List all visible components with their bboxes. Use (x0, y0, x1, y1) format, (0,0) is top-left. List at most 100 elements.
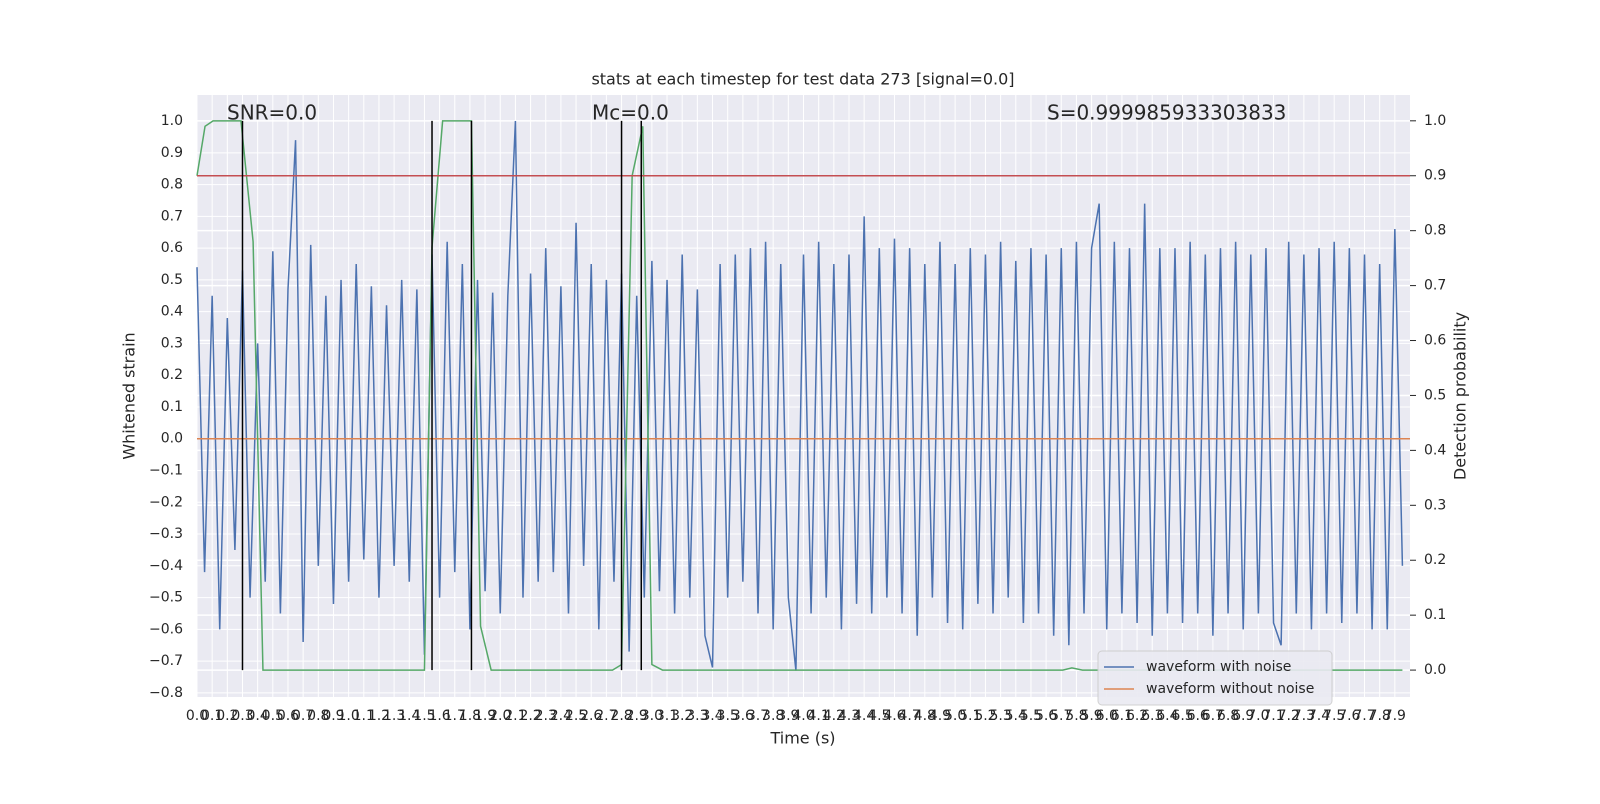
y-tick-label: 1.0 (161, 113, 183, 129)
x-tick-label: 6.6 (1187, 708, 1209, 724)
x-tick-label: 0.3 (231, 708, 253, 724)
x-tick-label: 4.7 (899, 708, 921, 724)
y2-axis-label: Detection probability (1451, 312, 1470, 480)
y-tick-label: −0.6 (149, 621, 183, 637)
y2-tick-label: 1.0 (1424, 113, 1446, 129)
y2-tick-label: 0.3 (1424, 497, 1446, 513)
x-tick-label: 1.5 (413, 708, 435, 724)
y-tick-label: 0.8 (161, 177, 183, 193)
x-tick-label: 4.4 (853, 708, 875, 724)
x-tick-label: 2.4 (550, 708, 572, 724)
x-tick-label: 3.9 (777, 708, 799, 724)
x-tick-label: 3.4 (701, 708, 723, 724)
y2-tick-label: 0.9 (1424, 168, 1446, 184)
x-tick-label: 7.6 (1338, 708, 1360, 724)
x-tick-label: 1.2 (368, 708, 390, 724)
x-tick-label: 4.8 (914, 708, 936, 724)
x-tick-label: 2.9 (626, 708, 648, 724)
x-tick-label: 5.7 (1050, 708, 1072, 724)
x-tick-label: 0.4 (247, 708, 269, 724)
x-tick-label: 3.5 (717, 708, 739, 724)
x-tick-label: 6.7 (1202, 708, 1224, 724)
y-tick-label: 0.6 (161, 240, 183, 256)
x-tick-label: 5.4 (1005, 708, 1027, 724)
x-tick-label: 0.7 (292, 708, 314, 724)
x-tick-label: 2.0 (489, 708, 511, 724)
x-tick-label: 1.4 (398, 708, 420, 724)
x-tick-label: 1.3 (383, 708, 405, 724)
x-tick-label: 2.8 (610, 708, 632, 724)
y-tick-label: 0.1 (161, 399, 183, 415)
x-tick-label: 0.1 (201, 708, 223, 724)
x-tick-label: 5.5 (1020, 708, 1042, 724)
y-tick-label: 0.5 (161, 272, 183, 288)
legend-label: waveform without noise (1146, 681, 1314, 697)
y-tick-label: 0.7 (161, 208, 183, 224)
x-tick-label: 5.8 (1065, 708, 1087, 724)
y2-tick-label: 0.2 (1424, 552, 1446, 568)
x-tick-label: 2.2 (519, 708, 541, 724)
x-tick-label: 5.0 (944, 708, 966, 724)
x-tick-label: 4.6 (883, 708, 905, 724)
x-tick-label: 6.9 (1232, 708, 1254, 724)
x-tick-label: 7.2 (1278, 708, 1300, 724)
y2-tick-label: 0.7 (1424, 278, 1446, 294)
x-tick-label: 3.0 (641, 708, 663, 724)
y-axis-label: Whitened strain (120, 332, 139, 459)
annotation: SNR=0.0 (227, 101, 317, 125)
x-tick-label: 3.8 (762, 708, 784, 724)
x-tick-label: 2.5 (565, 708, 587, 724)
x-tick-label: 7.3 (1293, 708, 1315, 724)
legend-box (1097, 650, 1333, 706)
x-tick-label: 1.8 (459, 708, 481, 724)
x-tick-label: 7.1 (1262, 708, 1284, 724)
y-tick-label: 0.2 (161, 367, 183, 383)
x-tick-label: 7.9 (1384, 708, 1406, 724)
x-tick-label: 0.9 (322, 708, 344, 724)
series-line (196, 121, 1404, 671)
x-axis-label: Time (s) (769, 729, 835, 748)
y-tick-label: −0.2 (149, 494, 183, 510)
x-tick-label: 0.5 (262, 708, 284, 724)
x-tick-label: 4.0 (792, 708, 814, 724)
x-tick-label: 6.2 (1126, 708, 1148, 724)
x-tick-label: 1.6 (428, 708, 450, 724)
x-tick-label: 7.4 (1308, 708, 1330, 724)
x-tick-label: 6.4 (1156, 708, 1178, 724)
x-tick-label: 3.3 (686, 708, 708, 724)
y2-tick-label: 0.0 (1424, 662, 1446, 678)
marks (196, 120, 1410, 671)
x-tick-label: 0.2 (216, 708, 238, 724)
x-tick-label: 1.1 (353, 708, 375, 724)
x-tick-label: 6.5 (1171, 708, 1193, 724)
x-tick-label: 0.0 (186, 708, 208, 724)
x-tick-label: 0.6 (277, 708, 299, 724)
x-tick-label: 6.0 (1096, 708, 1118, 724)
y-tick-label: 0.3 (161, 335, 183, 351)
x-tick-label: 3.6 (732, 708, 754, 724)
y-tick-label: −0.5 (149, 590, 183, 606)
annotation: S=0.999985933303833 (1047, 101, 1286, 125)
x-tick-label: 1.7 (444, 708, 466, 724)
x-tick-label: 7.8 (1369, 708, 1391, 724)
y-tick-label: 0.0 (161, 431, 183, 447)
x-tick-label: 5.2 (974, 708, 996, 724)
x-tick-label: 2.6 (580, 708, 602, 724)
x-tick-label: 5.1 (959, 708, 981, 724)
x-tick-label: 3.1 (656, 708, 678, 724)
y-tick-label: −0.7 (149, 653, 183, 669)
x-tick-label: 7.5 (1323, 708, 1345, 724)
series-line (196, 120, 1403, 671)
y-tick-label: −0.8 (149, 685, 183, 701)
x-tick-label: 4.2 (823, 708, 845, 724)
x-tick-label: 4.9 (929, 708, 951, 724)
y-tick-label: −0.1 (149, 462, 183, 478)
y2-tick-label: 0.4 (1424, 442, 1446, 458)
x-tick-label: 3.2 (671, 708, 693, 724)
chart-title: stats at each timestep for test data 273… (591, 70, 1014, 89)
x-tick-label: 2.1 (504, 708, 526, 724)
y2-tick-label: 0.1 (1424, 607, 1446, 623)
y2-tick-label: 0.5 (1424, 387, 1446, 403)
x-tick-label: 1.0 (337, 708, 359, 724)
